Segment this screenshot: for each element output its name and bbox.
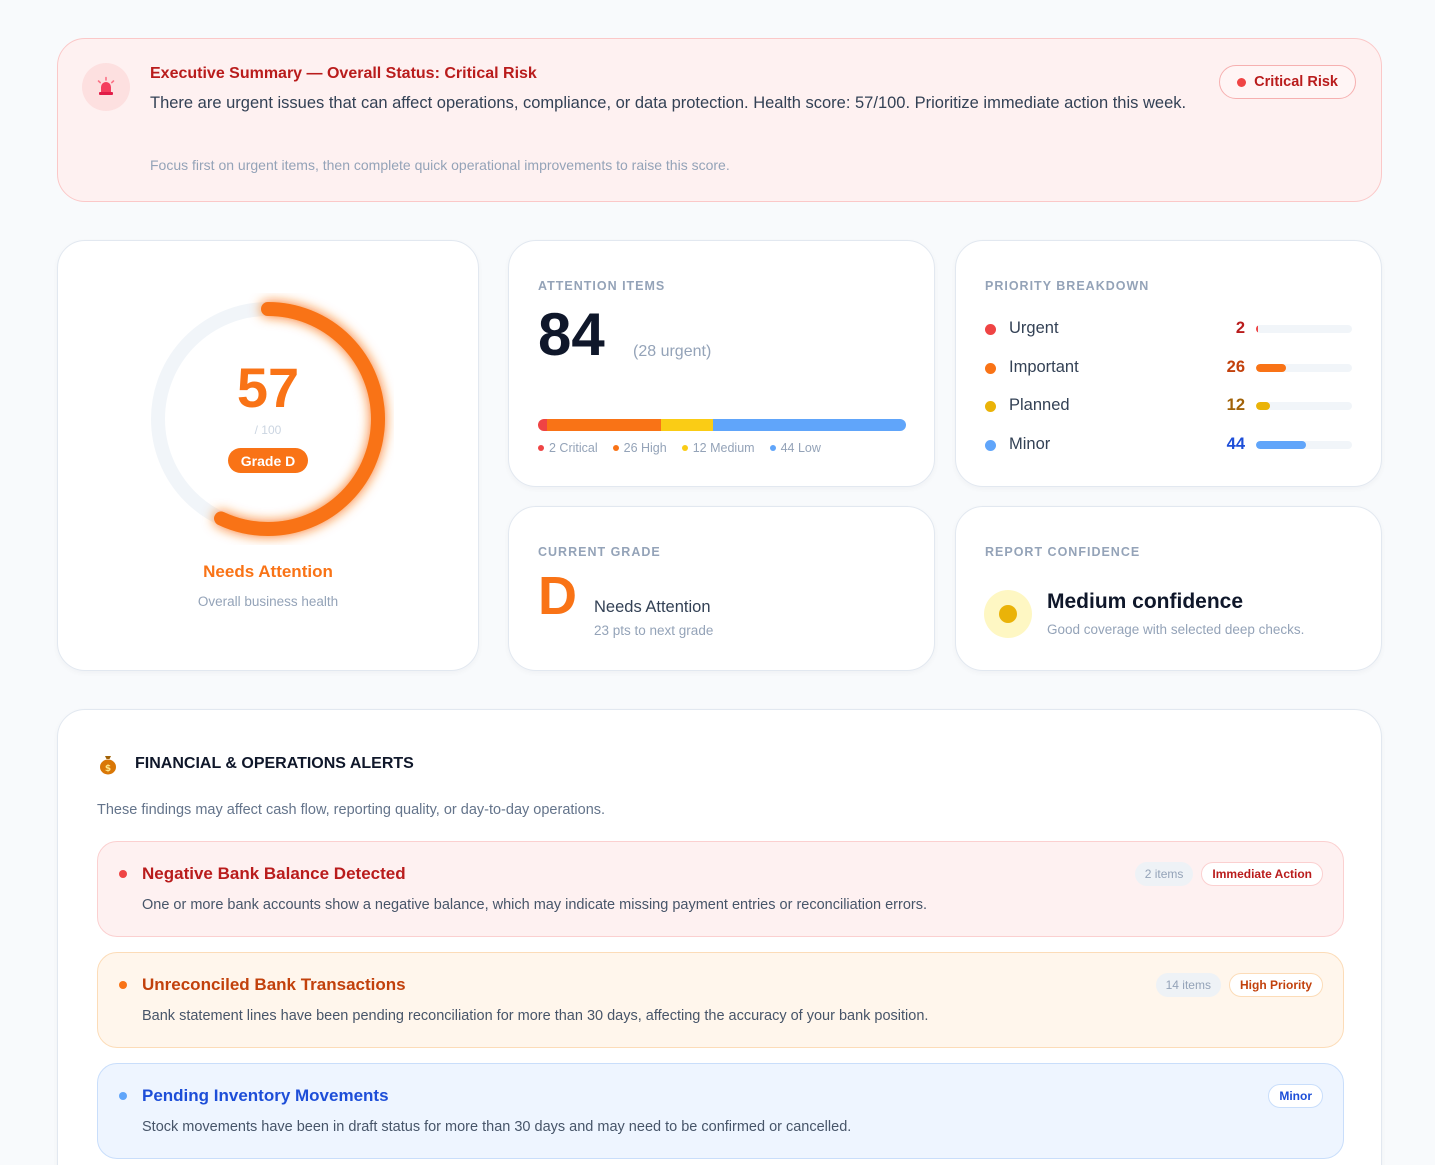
status-badge-label: Critical Risk <box>1254 74 1338 90</box>
alert-tags: 14 items High Priority <box>1155 973 1323 997</box>
alert-severity-badge: Minor <box>1268 1084 1323 1108</box>
confidence-subtitle: Good coverage with selected deep checks. <box>1047 622 1305 637</box>
alert-count-badge: 14 items <box>1155 973 1221 997</box>
attention-legend: 2 Critical 26 High 12 Medium 44 Low <box>538 441 821 455</box>
alerts-intro: These findings may affect cash flow, rep… <box>97 802 606 818</box>
alert-title: Pending Inventory Movements <box>142 1086 389 1105</box>
priority-row-important: Important 26 <box>985 358 1353 378</box>
attention-legend-label: 12 Medium <box>692 441 755 455</box>
attention-legend-item: 12 Medium <box>681 441 755 455</box>
legend-dot-icon <box>681 445 688 451</box>
priority-name: Urgent <box>1009 319 1059 337</box>
grade-status: Needs Attention <box>594 598 711 616</box>
priority-bar-track <box>1256 325 1352 333</box>
legend-dot-icon <box>612 445 619 451</box>
banner-text: There are urgent issues that can affect … <box>150 94 1187 112</box>
alert-item[interactable]: Unreconciled Bank Transactions Bank state… <box>97 952 1344 1048</box>
priority-bar-track <box>1256 363 1352 372</box>
attention-segment <box>713 419 906 431</box>
priority-row-minor: Minor 44 <box>985 435 1353 455</box>
legend-dot-icon <box>769 445 776 451</box>
attention-legend-label: 26 High <box>623 441 667 455</box>
report-confidence-card: REPORT CONFIDENCE Medium confidence Good… <box>955 506 1382 671</box>
priority-bar-fill <box>1256 402 1270 410</box>
priority-bar-fill <box>1256 363 1286 372</box>
executive-summary-banner: Executive Summary — Overall Status: Crit… <box>57 38 1382 202</box>
svg-text:$: $ <box>105 764 111 774</box>
confidence-title: Medium confidence <box>1047 590 1244 613</box>
priority-dot-icon <box>985 439 996 451</box>
alert-severity-badge: High Priority <box>1228 973 1323 997</box>
attention-urgent-note: (28 urgent) <box>633 343 712 360</box>
priority-count: 2 <box>1235 319 1245 337</box>
priority-dot-icon <box>985 362 996 374</box>
health-score-value: 57 <box>236 356 300 419</box>
grade-letter: D <box>538 566 577 626</box>
alert-tags: Minor <box>1268 1084 1323 1108</box>
current-grade-card: CURRENT GRADE D Needs Attention 23 pts t… <box>508 506 935 671</box>
banner-footnote: Focus first on urgent items, then comple… <box>150 157 730 173</box>
priority-bar-fill <box>1256 440 1307 449</box>
money-bag-icon: $ <box>98 753 118 780</box>
legend-dot-icon <box>538 445 544 451</box>
attention-items-card: ATTENTION ITEMS 84 (28 urgent) 2 Critica… <box>508 240 935 487</box>
attention-segment <box>546 419 661 431</box>
attention-label: ATTENTION ITEMS <box>538 279 666 293</box>
attention-total: 84 <box>538 301 605 368</box>
priority-row-urgent: Urgent 2 <box>985 319 1353 339</box>
priority-label: PRIORITY BREAKDOWN <box>985 279 1150 293</box>
confidence-indicator-icon <box>984 590 1032 638</box>
attention-segment-bar <box>538 419 906 431</box>
attention-segment <box>660 419 714 431</box>
banner-title: Executive Summary — Overall Status: Crit… <box>150 65 537 82</box>
priority-bar-track <box>1256 440 1352 449</box>
attention-legend-item: 2 Critical <box>538 441 598 455</box>
grade-label: CURRENT GRADE <box>538 545 661 559</box>
priority-count: 26 <box>1226 357 1245 376</box>
priority-dot-icon <box>985 401 996 412</box>
confidence-label: REPORT CONFIDENCE <box>985 545 1141 559</box>
health-score-ring <box>151 302 385 536</box>
alert-count-badge: 2 items <box>1134 862 1194 886</box>
priority-dot-icon <box>985 324 996 335</box>
score-ring-progress <box>151 302 385 536</box>
grade-next: 23 pts to next grade <box>594 623 714 638</box>
health-status: Needs Attention <box>203 562 333 581</box>
status-badge: Critical Risk <box>1219 65 1356 99</box>
priority-name: Important <box>1009 357 1079 376</box>
status-dot-icon <box>1237 77 1247 87</box>
alert-dot-icon <box>119 870 127 878</box>
attention-legend-item: 44 Low <box>769 441 821 455</box>
alert-title: Unreconciled Bank Transactions <box>142 975 406 994</box>
financial-alerts-section: $ FINANCIAL & OPERATIONS ALERTS These fi… <box>57 709 1382 1165</box>
priority-count: 12 <box>1226 396 1245 414</box>
priority-bar-fill <box>1256 325 1259 333</box>
priority-count: 44 <box>1226 434 1245 453</box>
alert-dot-icon <box>119 981 127 989</box>
health-subtitle: Overall business health <box>197 594 339 609</box>
alert-severity-badge: Immediate Action <box>1201 862 1323 886</box>
alerts-title: FINANCIAL & OPERATIONS ALERTS <box>135 755 414 772</box>
siren-icon <box>82 63 130 111</box>
priority-bar-track <box>1256 402 1352 410</box>
priority-name: Minor <box>1009 434 1051 453</box>
attention-legend-label: 44 Low <box>780 441 821 455</box>
alert-item[interactable]: Negative Bank Balance Detected One or mor… <box>97 841 1344 937</box>
alert-description: Stock movements have been in draft statu… <box>142 1119 852 1135</box>
attention-legend-item: 26 High <box>612 441 667 455</box>
grade-badge: Grade D <box>228 448 308 473</box>
alert-description: Bank statement lines have been pending r… <box>142 1008 929 1024</box>
priority-name: Planned <box>1009 396 1070 414</box>
attention-segment <box>538 419 547 431</box>
priority-row-planned: Planned 12 <box>985 396 1353 416</box>
health-score-max: / 100 <box>254 423 282 437</box>
alert-item[interactable]: Pending Inventory Movements Stock movemen… <box>97 1063 1344 1159</box>
alert-dot-icon <box>119 1092 127 1100</box>
attention-legend-label: 2 Critical <box>549 441 598 455</box>
alert-tags: 2 items Immediate Action <box>1134 862 1323 886</box>
alert-description: One or more bank accounts show a negativ… <box>142 897 927 913</box>
priority-breakdown-card: PRIORITY BREAKDOWN Urgent 2 Important 26 Pla… <box>955 240 1382 487</box>
alert-title: Negative Bank Balance Detected <box>142 864 406 883</box>
health-score-card: 57 / 100 Grade D Needs Attention Overall… <box>57 240 479 671</box>
